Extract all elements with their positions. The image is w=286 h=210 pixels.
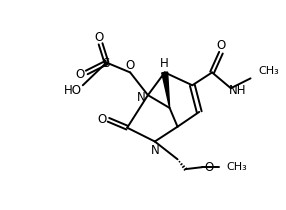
Polygon shape [162,72,170,108]
Text: NH: NH [229,84,247,97]
Text: O: O [94,32,103,44]
Text: O: O [204,161,214,174]
Text: N: N [150,144,159,157]
Text: CH₃: CH₃ [227,162,248,172]
Text: N: N [137,91,145,104]
Text: CH₃: CH₃ [259,66,279,76]
Text: H: H [160,57,169,70]
Text: O: O [216,39,226,52]
Text: O: O [75,68,84,81]
Text: S: S [102,57,109,70]
Text: O: O [97,113,106,126]
Text: O: O [126,59,135,72]
Text: HO: HO [64,84,82,97]
